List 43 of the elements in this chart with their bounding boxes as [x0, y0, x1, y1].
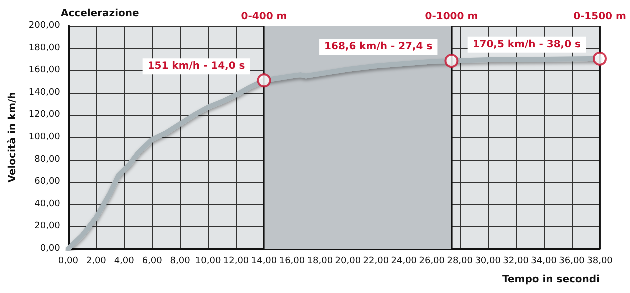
x-tick-label: 14,00: [251, 256, 278, 266]
x-tick-label: 6,00: [142, 256, 163, 266]
x-tick-label: 28,00: [447, 256, 474, 266]
y-axis-title: Velocità in km/h: [8, 92, 18, 183]
y-tick-label: 180,00: [28, 43, 61, 54]
ref-line-label: 0-1500 m: [574, 12, 626, 22]
y-tick-label: 80,00: [34, 154, 61, 165]
point: [444, 54, 459, 68]
x-tick-label: 32,00: [503, 256, 530, 266]
y-tick-label: 100,00: [28, 132, 61, 142]
y-tick-label: 60,00: [34, 177, 61, 188]
x-tick-label: 0,00: [58, 256, 79, 266]
y-tick-label: 20,00: [34, 222, 61, 232]
x-tick-label: 8,00: [170, 256, 191, 266]
point: [593, 52, 607, 66]
ref-line-label: 0-1000 m: [425, 12, 478, 22]
x-tick-label: 34,00: [531, 256, 558, 266]
x-tick-label: 4,00: [114, 256, 135, 266]
y-tick-label: 0,00: [40, 244, 61, 254]
ref-line-label: 0-400 m: [241, 12, 288, 22]
point: [257, 74, 272, 88]
x-tick-label: 12,00: [223, 256, 250, 266]
x-tick-label: 10,00: [195, 256, 222, 266]
x-tick-label: 16,00: [279, 256, 306, 266]
x-tick-label: 36,00: [559, 256, 586, 266]
x-tick-label: 30,00: [475, 256, 502, 266]
x-tick-label: 22,00: [363, 256, 390, 266]
annotation: 151 km/h - 14,0 s: [148, 61, 246, 72]
x-tick-label: 20,00: [335, 256, 362, 266]
y-tick-label: 40,00: [34, 199, 61, 210]
y-tick-label: 200,00: [28, 21, 61, 31]
x-tick-label: 38,00: [587, 256, 614, 266]
x-axis-title: Tempo in secondi: [502, 274, 600, 286]
y-tick-label: 140,00: [28, 88, 61, 98]
y-tick-label: 160,00: [28, 66, 61, 76]
chart-title: Accelerazione: [61, 8, 140, 20]
annotation: 168,6 km/h - 27,4 s: [324, 42, 433, 53]
annotation: 170,5 km/h - 38,0 s: [472, 39, 582, 50]
x-tick-label: 18,00: [307, 256, 334, 266]
x-tick-label: 24,00: [391, 256, 418, 266]
x-tick-label: 26,00: [419, 256, 446, 266]
y-tick-label: 120,00: [28, 110, 61, 120]
x-tick-label: 2,00: [86, 256, 107, 266]
